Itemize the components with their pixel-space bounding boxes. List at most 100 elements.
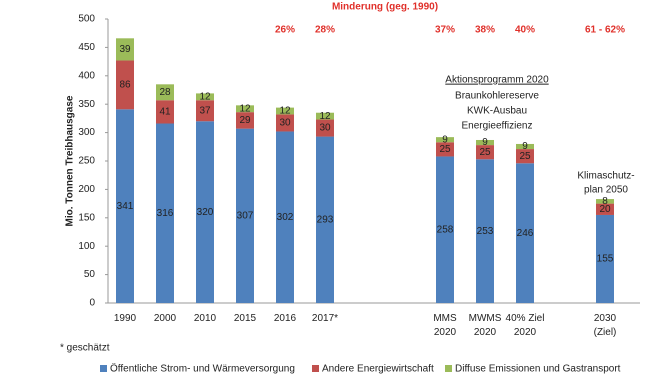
data-label: 25 <box>439 144 451 155</box>
annotation: plan 2050 <box>584 185 628 196</box>
legend-swatch <box>100 365 107 372</box>
bar-segment <box>276 131 294 303</box>
bar-segment <box>516 143 534 150</box>
x-tick-label: 2030 (Ziel) <box>594 313 617 338</box>
data-label: 253 <box>477 226 494 237</box>
reduction-label: 61 - 62% <box>585 25 625 36</box>
data-label: 25 <box>519 151 531 162</box>
data-label: 293 <box>317 214 334 225</box>
bar-segment <box>316 112 334 120</box>
reduction-label: 37% <box>435 25 455 36</box>
bar-segment <box>156 100 174 124</box>
x-tick-label: MMS 2020 <box>433 313 457 338</box>
y-tick-label: 0 <box>89 298 95 309</box>
bar-segment <box>116 38 134 61</box>
data-label: 12 <box>279 106 291 117</box>
bar-segment <box>596 199 614 204</box>
x-tick-label: 2000 <box>154 313 177 324</box>
annotation: Energieeffizienz <box>462 121 533 132</box>
x-tick-label: 1990 <box>114 313 137 324</box>
bar-segment <box>196 93 214 101</box>
data-label: 316 <box>157 208 174 219</box>
footnote: * geschätzt <box>60 343 110 354</box>
reduction-label: 26% <box>275 25 295 36</box>
y-tick-label: 150 <box>78 212 95 223</box>
bar-segment <box>116 60 134 110</box>
bar-segment <box>476 139 494 146</box>
bar-segment <box>516 163 534 303</box>
bar-segment <box>236 128 254 303</box>
reduction-label: 40% <box>515 25 535 36</box>
data-label: 37 <box>199 105 211 116</box>
x-tick-label: 2015 <box>234 313 257 324</box>
y-tick-label: 250 <box>78 156 95 167</box>
bar-segment <box>196 100 214 122</box>
legend-label: Öffentliche Strom- und Wärmeversorgung <box>110 363 295 375</box>
data-label: 30 <box>319 123 331 134</box>
bar-segment <box>316 136 334 303</box>
data-label: 302 <box>277 212 294 223</box>
bar-segment <box>276 114 294 132</box>
x-tick-label: 2017* <box>312 313 338 324</box>
data-label: 39 <box>119 44 131 55</box>
bar-segment <box>196 121 214 304</box>
x-tick-label: 2016 <box>274 313 297 324</box>
data-label: 320 <box>197 207 214 218</box>
data-label: 12 <box>199 91 211 102</box>
bar-segment <box>436 142 454 157</box>
y-tick-label: 350 <box>78 99 95 110</box>
bar-segment <box>516 149 534 164</box>
legend-swatch <box>312 365 319 372</box>
data-label: 12 <box>239 103 251 114</box>
legend-label: Diffuse Emissionen und Gastransport <box>455 364 621 375</box>
y-tick-label: 500 <box>78 14 95 25</box>
data-label: 29 <box>239 115 251 126</box>
data-label: 28 <box>159 87 171 98</box>
data-label: 246 <box>517 228 534 239</box>
data-label: 25 <box>479 147 491 158</box>
data-label: 30 <box>279 118 291 129</box>
x-tick-label: 40% Ziel 2020 <box>506 313 545 338</box>
chart-title: Minderung (geg. 1990) <box>332 2 438 13</box>
bar-segment <box>236 105 254 113</box>
data-label: 86 <box>119 80 131 91</box>
legend-label: Andere Energiewirtschaft <box>322 364 434 375</box>
bar-segment <box>276 107 294 115</box>
bar-segment <box>236 112 254 129</box>
annotation: Aktionsprogramm 2020 <box>445 75 549 86</box>
y-tick-label: 200 <box>78 184 95 195</box>
bar-segment <box>476 159 494 303</box>
data-label: 341 <box>117 201 134 212</box>
bar-segment <box>476 145 494 160</box>
bar-segment <box>436 137 454 143</box>
data-label: 9 <box>442 134 448 145</box>
y-tick-label: 450 <box>78 42 95 53</box>
annotation: KWK-Ausbau <box>467 106 527 117</box>
data-label: 41 <box>159 107 171 118</box>
annotation: Braunkohlereserve <box>455 91 539 102</box>
data-label: 9 <box>522 141 528 152</box>
bar-segment <box>116 109 134 303</box>
annotation: Klimaschutz- <box>577 171 634 182</box>
reduction-label: 28% <box>315 25 335 36</box>
data-label: 12 <box>319 111 331 122</box>
bar-segment <box>156 84 174 101</box>
x-tick-label: 2010 <box>194 313 217 324</box>
y-axis-label: Mio. Tonnen Treibhausgase <box>65 95 76 226</box>
reduction-label: 38% <box>475 25 495 36</box>
bar-segment <box>596 214 614 303</box>
data-label: 258 <box>437 224 454 235</box>
bar-segment <box>156 123 174 304</box>
x-tick-label: MWMS 2020 <box>469 313 502 338</box>
data-label: 9 <box>482 137 488 148</box>
data-label: 20 <box>599 204 611 215</box>
y-tick-label: 100 <box>78 241 95 252</box>
data-label: 307 <box>237 210 254 221</box>
y-tick-label: 300 <box>78 127 95 138</box>
legend-swatch <box>445 365 452 372</box>
bar-segment <box>596 203 614 215</box>
y-tick-label: 50 <box>84 269 96 280</box>
data-label: 155 <box>597 254 614 265</box>
y-tick-label: 400 <box>78 70 95 81</box>
